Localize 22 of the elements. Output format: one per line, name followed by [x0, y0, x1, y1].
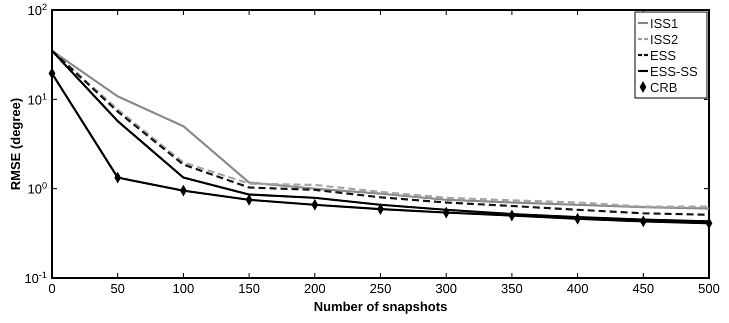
legend-label: ISS1	[650, 16, 678, 31]
x-tick-label: 150	[238, 281, 260, 296]
x-tick-label: 200	[304, 281, 326, 296]
x-axis-title: Number of snapshots	[314, 299, 448, 314]
x-tick-label: 50	[110, 281, 125, 296]
legend-label: ISS2	[650, 32, 678, 47]
y-axis-title: RMSE (degree)	[8, 98, 23, 190]
legend-label: ESS	[650, 48, 676, 63]
legend-label: CRB	[650, 80, 678, 95]
x-tick-label: 450	[632, 281, 654, 296]
x-tick-label: 500	[698, 281, 720, 296]
x-tick-label: 250	[370, 281, 392, 296]
y-tick-label: 10$^{-1}$	[24, 270, 47, 286]
x-tick-label: 400	[566, 281, 588, 296]
x-tick-label: 350	[501, 281, 523, 296]
x-tick-label: 0	[48, 281, 56, 296]
y-tick-label: 10$^{1}$	[27, 91, 47, 108]
x-tick-label: 100	[172, 281, 194, 296]
legend-label: ESS-SS	[650, 64, 698, 79]
y-tick-label: 10$^{0}$	[27, 180, 47, 197]
x-tick-label: 300	[435, 281, 458, 296]
y-tick-label: 10$^{2}$	[27, 2, 47, 18]
